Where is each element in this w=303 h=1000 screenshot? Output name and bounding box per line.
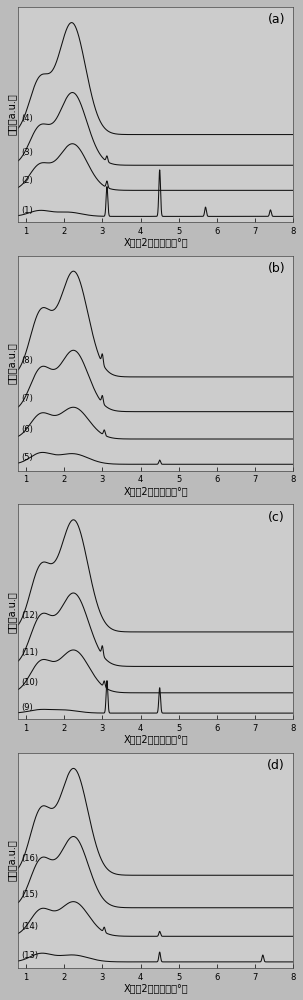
Text: (7): (7) [21, 394, 33, 403]
X-axis label: X射煱2倍入射角（°）: X射煱2倍入射角（°） [124, 237, 188, 247]
Text: (5): (5) [21, 453, 33, 462]
Y-axis label: 强度（a.u.）: 强度（a.u.） [7, 591, 17, 633]
Text: (1): (1) [21, 206, 33, 215]
Text: (4): (4) [21, 114, 33, 123]
Text: (3): (3) [21, 148, 33, 157]
X-axis label: X射煱2倍入射角（°）: X射煱2倍入射角（°） [124, 734, 188, 744]
Text: (b): (b) [268, 262, 285, 275]
Text: (16): (16) [21, 854, 38, 863]
X-axis label: X射煱2倍入射角（°）: X射煱2倍入射角（°） [124, 486, 188, 496]
Text: (15): (15) [21, 890, 38, 899]
Text: (12): (12) [21, 611, 38, 620]
Text: (8): (8) [21, 356, 33, 365]
Text: (14): (14) [21, 922, 38, 931]
Text: (9): (9) [21, 703, 33, 712]
Text: (6): (6) [21, 425, 33, 434]
Text: (11): (11) [21, 648, 38, 657]
Text: (a): (a) [268, 13, 285, 26]
Text: (c): (c) [268, 511, 285, 524]
Y-axis label: 强度（a.u.）: 强度（a.u.） [7, 94, 17, 135]
Text: (10): (10) [21, 678, 38, 687]
Y-axis label: 强度（a.u.）: 强度（a.u.） [7, 342, 17, 384]
Text: (d): (d) [267, 759, 285, 772]
Text: (13): (13) [21, 951, 38, 960]
X-axis label: X射煱2倍入射角（°）: X射煱2倍入射角（°） [124, 983, 188, 993]
Text: (2): (2) [21, 176, 33, 185]
Y-axis label: 强度（a.u.）: 强度（a.u.） [7, 839, 17, 881]
